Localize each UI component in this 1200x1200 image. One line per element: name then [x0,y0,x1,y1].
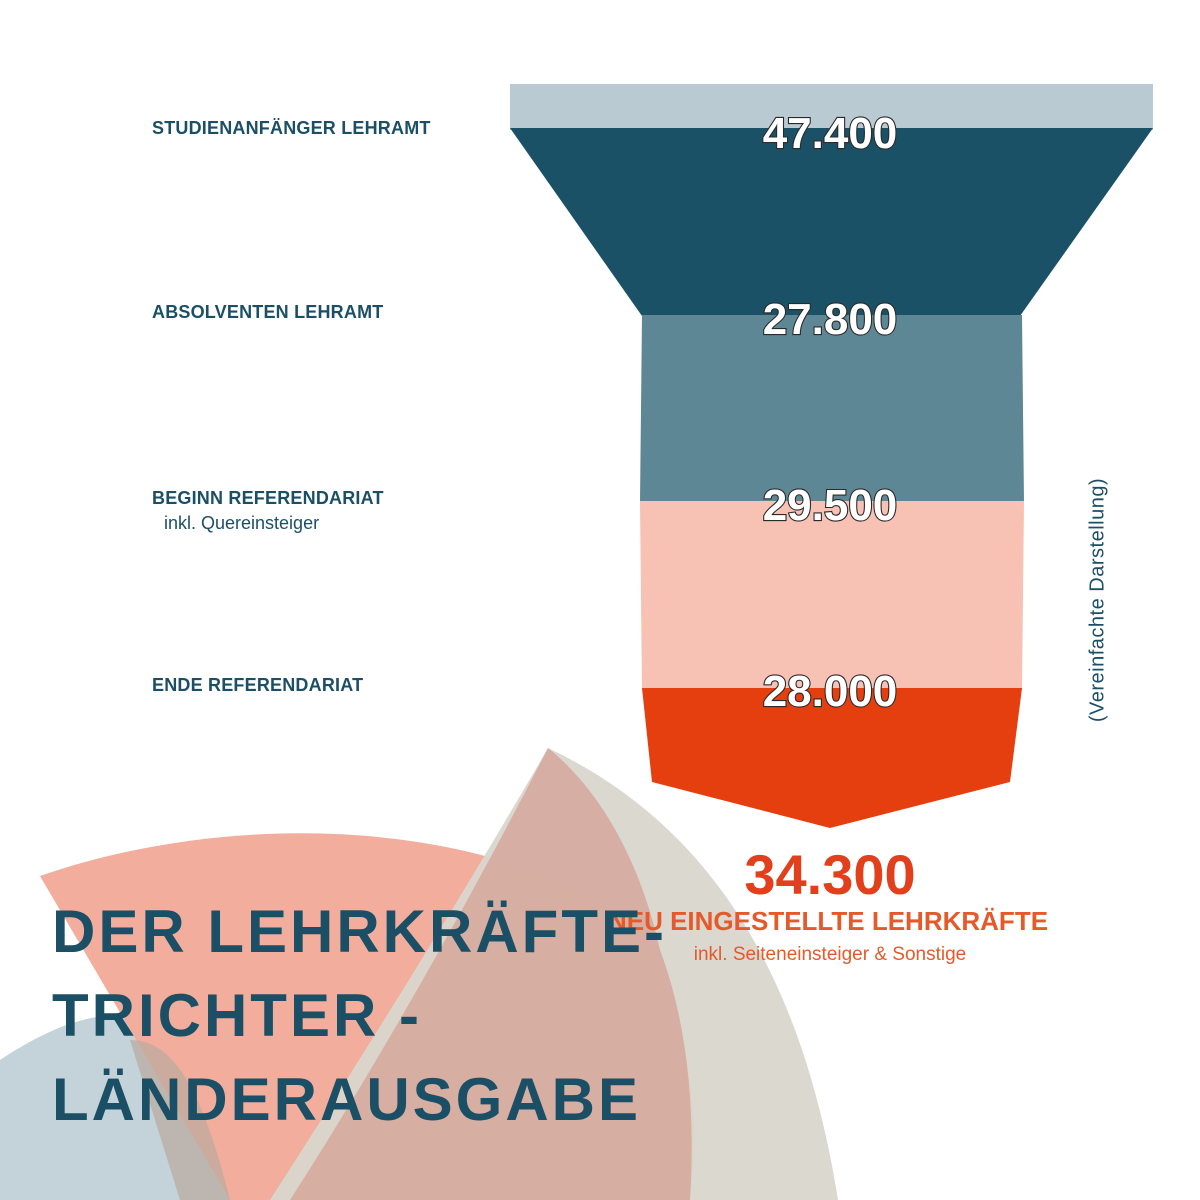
simplified-note: (Vereinfachte Darstellung) [1086,477,1109,723]
stage-2-value: 27.800 [763,295,898,344]
stage-3-label: BEGINN REFERENDARIAT [152,488,384,508]
funnel-rim [510,84,1153,130]
result-value: 34.300 [744,843,916,906]
title-line-2: TRICHTER - [52,982,422,1049]
stage-3-value: 29.500 [763,481,898,530]
title-line-3: LÄNDERAUSGABE [52,1066,642,1133]
stage-3-sublabel: inkl. Quereinsteiger [164,513,320,533]
stage-2-label: ABSOLVENTEN LEHRAMT [152,302,384,322]
page-title: DER LEHRKRÄFTE- TRICHTER - LÄNDERAUSGABE [52,890,667,1142]
stage-4-value: 28.000 [763,667,898,716]
overlap-blue-shape [130,1040,230,1200]
funnel-stage-2 [640,315,1024,502]
funnel-stage-3 [640,501,1024,690]
result-sublabel: inkl. Seiteneinsteiger & Sonstige [693,944,967,965]
overlap-shape [290,748,692,1200]
stage-4-label: ENDE REFERENDARIAT [152,675,364,695]
result-label: NEU EINGESTELLTE LEHRKRÄFTE [607,906,1049,936]
title-line-1: DER LEHRKRÄFTE- [52,898,667,965]
stage-1-value: 47.400 [763,109,898,158]
stage-1-label: STUDIENANFÄNGER LEHRAMT [152,118,431,138]
funnel-stage-4 [642,688,1022,828]
funnel-stage-1 [510,128,1153,316]
